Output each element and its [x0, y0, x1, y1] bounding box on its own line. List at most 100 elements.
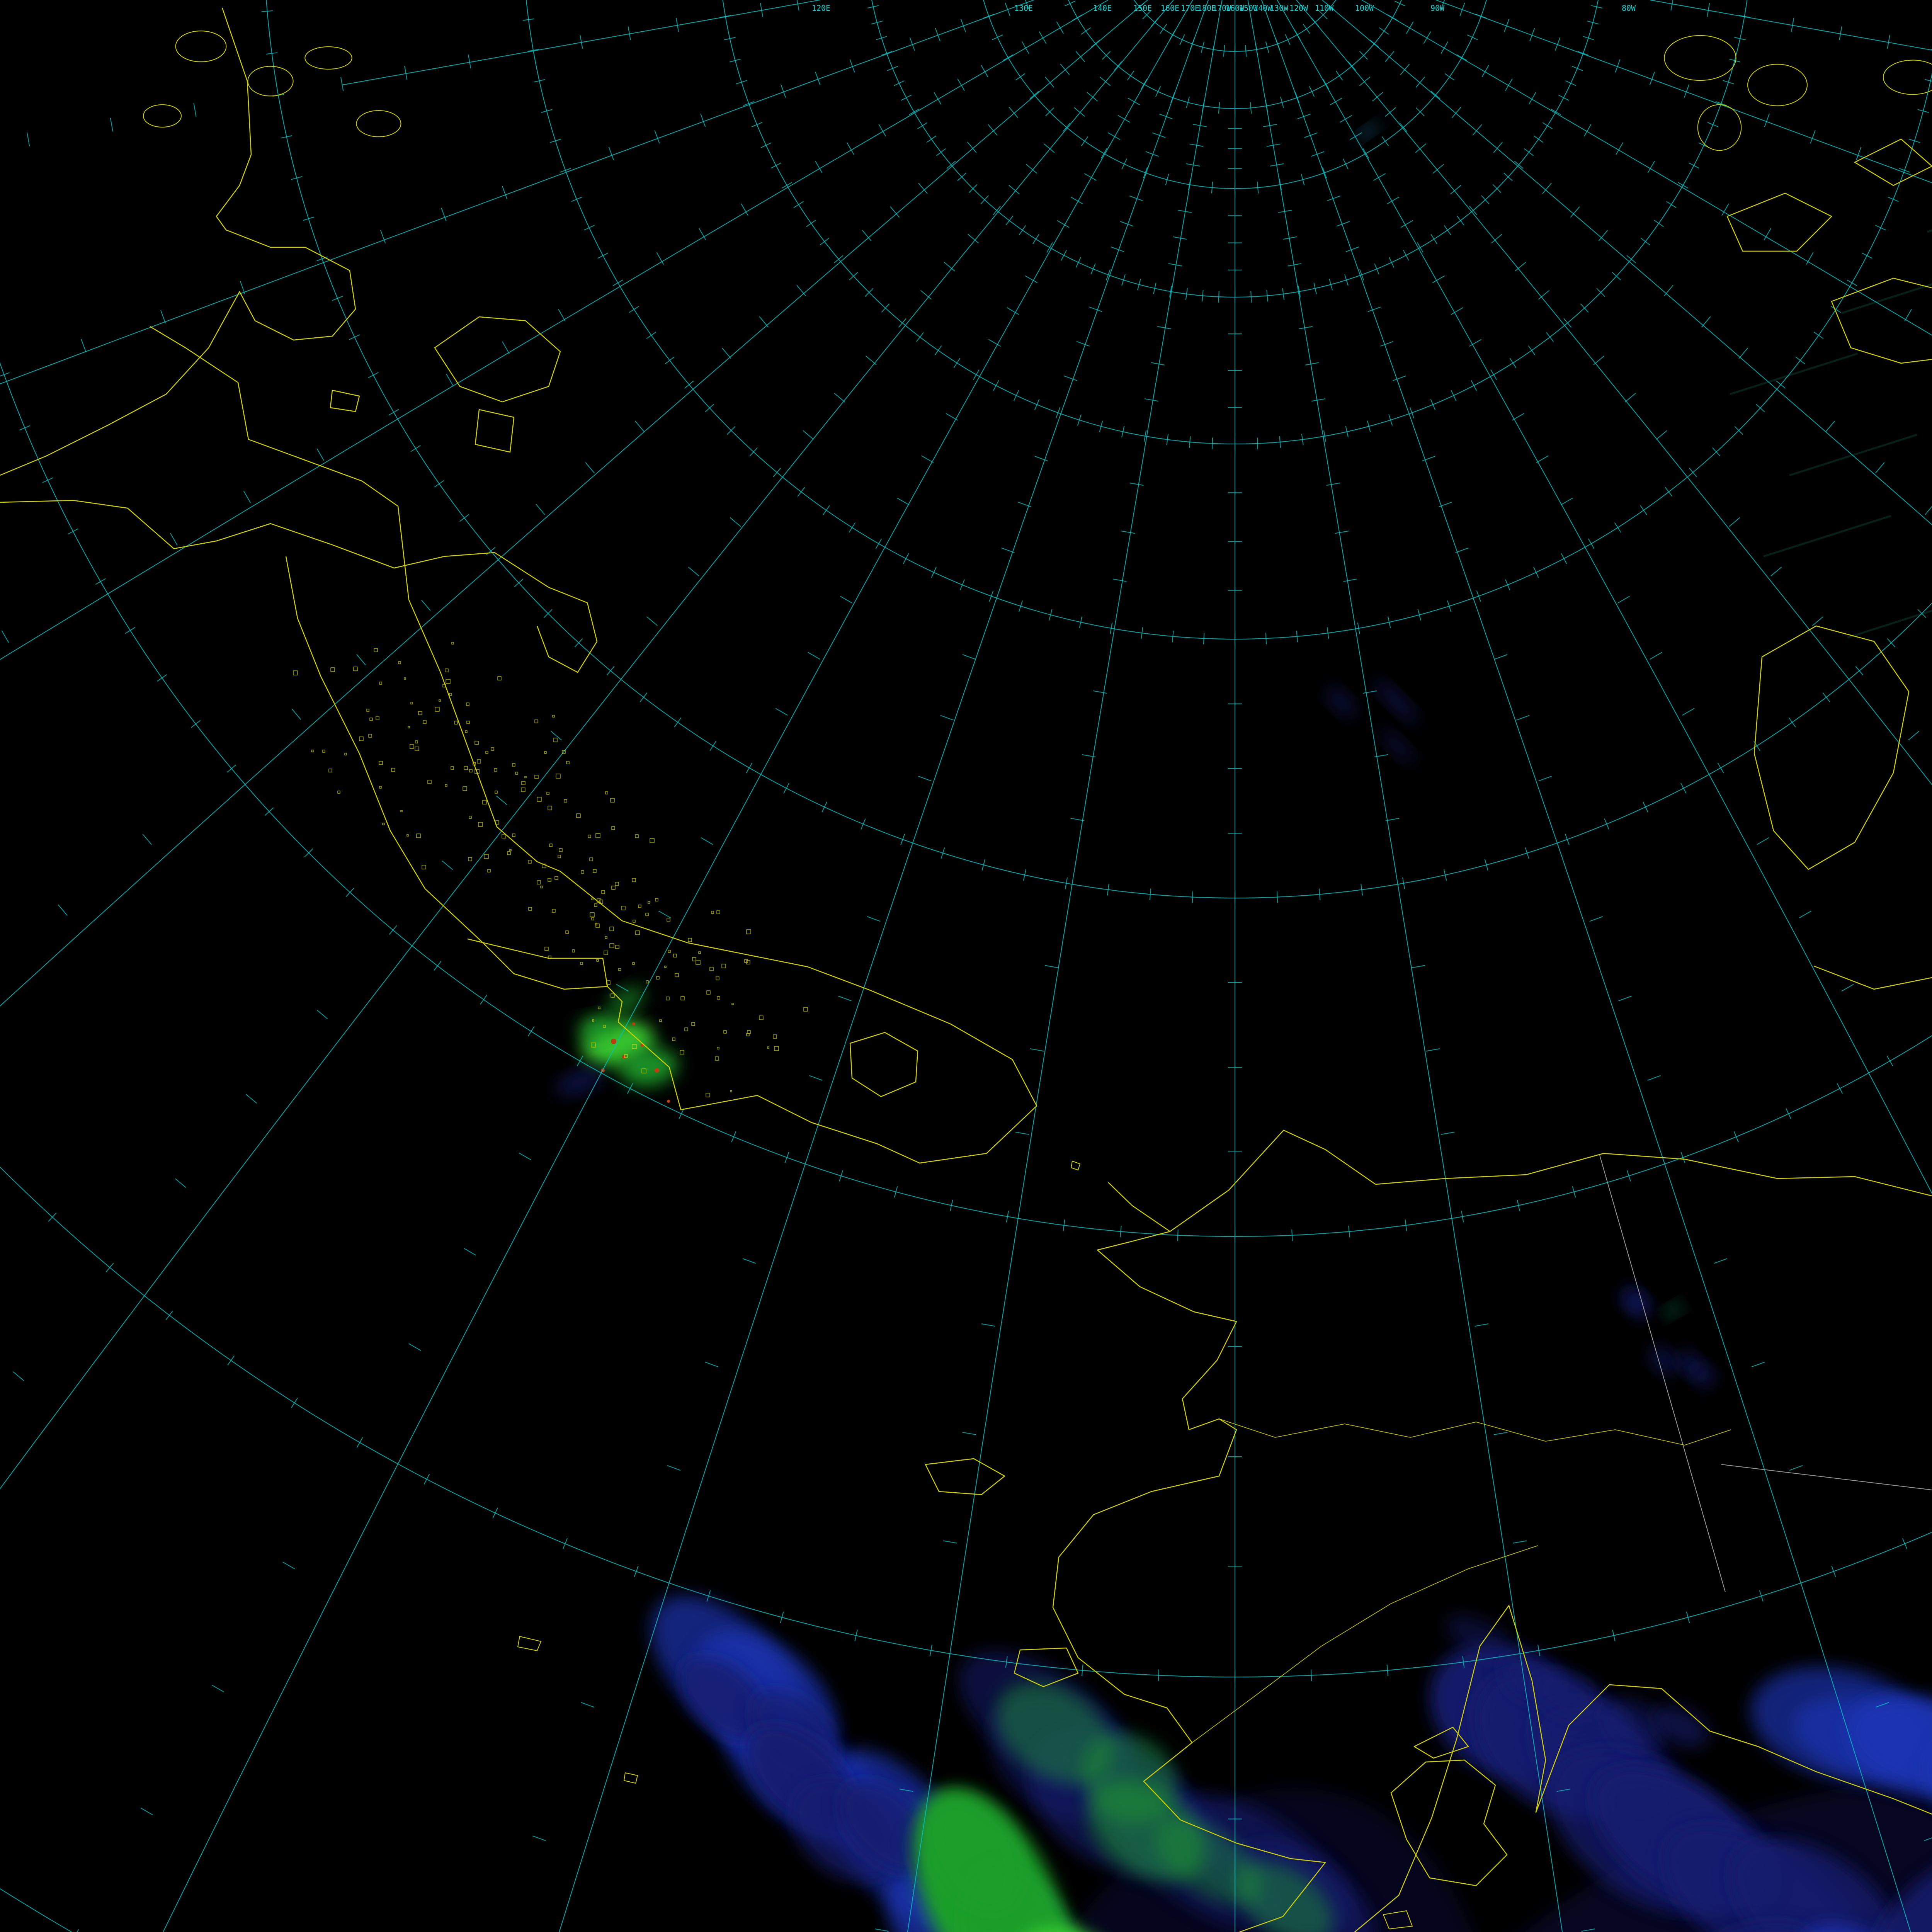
coastline-layer: [0, 7, 1932, 1932]
so2-high-pixel: [622, 1055, 626, 1059]
cloud-blob: [1649, 1346, 1677, 1375]
latitude-circle: [0, 361, 1932, 1236]
meridian-line: [1322, 0, 1932, 526]
meridian-line: [342, 0, 820, 85]
meridian-line: [0, 0, 1148, 1007]
cloud-blob: [1380, 729, 1415, 764]
cloud-blob: [1326, 687, 1356, 717]
cloud-blob: [1445, 1614, 1515, 1662]
graticule-label: 120W: [1289, 3, 1308, 13]
cloud-blob: [1847, 1696, 1932, 1793]
cloud-blob: [578, 1015, 616, 1041]
coastline: [1726, 192, 1832, 252]
coastline: [925, 1458, 1005, 1495]
coastline: [330, 389, 360, 412]
meridian-line: [1436, 0, 1932, 184]
cloud-blob: [1652, 1704, 1709, 1748]
graticule-label: 150E: [1133, 3, 1152, 13]
cloud-blob: [1730, 1838, 1898, 1932]
graticule-label: 80W: [1622, 3, 1636, 13]
meridian-line: [1296, 0, 1932, 786]
cloud-blob: [1374, 680, 1418, 723]
meridian-line: [1650, 0, 1932, 51]
coastline: [1071, 1161, 1080, 1170]
lake-speckles: [293, 642, 808, 1097]
island-fragment: [304, 46, 352, 70]
cloud-blob: [1664, 1303, 1682, 1317]
meridian-line: [162, 0, 1193, 1932]
meridian-line: [1261, 0, 1911, 1932]
coastline: [0, 7, 356, 476]
meridian-line: [0, 0, 1174, 1490]
graticule-label: 180E: [1197, 3, 1216, 13]
graticule-label: 170W: [1213, 3, 1231, 13]
swath-boundary-line: [1721, 1464, 1932, 1490]
coastline: [517, 1636, 541, 1651]
meridian-line: [1247, 0, 1563, 1932]
graticule-label: 130W: [1270, 3, 1289, 13]
meridian-line: [559, 0, 1209, 1932]
coastline: [434, 316, 561, 403]
swath-boundary-lines: [1599, 1155, 1932, 1592]
arctic-island: [1697, 104, 1742, 151]
graticule-labels: 120E 130E 140E 150E 160E 170E180E170W160W150W…: [812, 3, 1636, 13]
coastline: [849, 1032, 918, 1097]
so2-high-pixel: [611, 1039, 616, 1044]
scanline-artifacts: [1730, 229, 1932, 639]
graticule-label: 160W: [1226, 3, 1245, 13]
so2-high-pixel: [667, 1100, 670, 1103]
coastline: [285, 556, 608, 990]
so2-data-swath-layer: [556, 123, 1932, 1932]
coastline: [1108, 1129, 1932, 1232]
coastline: [150, 326, 1037, 1164]
cloud-blob: [620, 1048, 678, 1087]
so2-high-pixel: [632, 1022, 635, 1026]
scan-streaks: [1730, 229, 1932, 639]
coastline: [0, 500, 598, 673]
coastline: [1052, 1231, 1932, 1932]
graticule-label: 150W: [1239, 3, 1258, 13]
coastline: [1383, 1910, 1413, 1929]
island-fragment: [143, 104, 182, 128]
island-fragment: [247, 66, 294, 97]
meridian-line: [0, 0, 1034, 384]
cloud-blob: [1357, 123, 1379, 140]
cloud-blob: [924, 1790, 1023, 1912]
cloud-blob: [1601, 1697, 1665, 1750]
graticule-label: 110W: [1315, 3, 1334, 13]
meridian-line: [0, 0, 1109, 660]
cloud-blob: [1692, 1364, 1715, 1387]
coastline: [1413, 1726, 1469, 1759]
meridian-line: [1361, 0, 1932, 336]
graticule-label: 140W: [1253, 3, 1272, 13]
graticule-label: 90W: [1430, 3, 1445, 13]
coastline: [1854, 138, 1932, 186]
arctic-island: [1664, 35, 1736, 81]
swath-boundary-line: [1599, 1155, 1726, 1592]
coastline: [1753, 625, 1910, 870]
coastline: [624, 1772, 638, 1784]
graticule-label: 130E: [1014, 3, 1033, 13]
river-lines: [1192, 1418, 1731, 1743]
coastline: [1014, 1647, 1079, 1687]
so2-data-fragments-layer: [601, 1022, 670, 1103]
graticule-label: 100W: [1355, 3, 1374, 13]
latitude-circle: [526, 0, 1932, 639]
coastline: [474, 409, 515, 453]
coastline: [1813, 965, 1932, 990]
graticule-label: 140E: [1093, 3, 1112, 13]
graticule-label: 120E: [812, 3, 830, 13]
cloud-blob: [680, 1656, 769, 1742]
meridian-line: [907, 0, 1223, 1932]
so2-high-pixel: [655, 1068, 659, 1073]
cloud-blob: [607, 986, 645, 1015]
meridian-line: [1277, 0, 1932, 1194]
cloud-blob: [961, 1867, 1093, 1932]
graticule-label: 160E: [1161, 3, 1179, 13]
graticule-label: 170E: [1181, 3, 1199, 13]
